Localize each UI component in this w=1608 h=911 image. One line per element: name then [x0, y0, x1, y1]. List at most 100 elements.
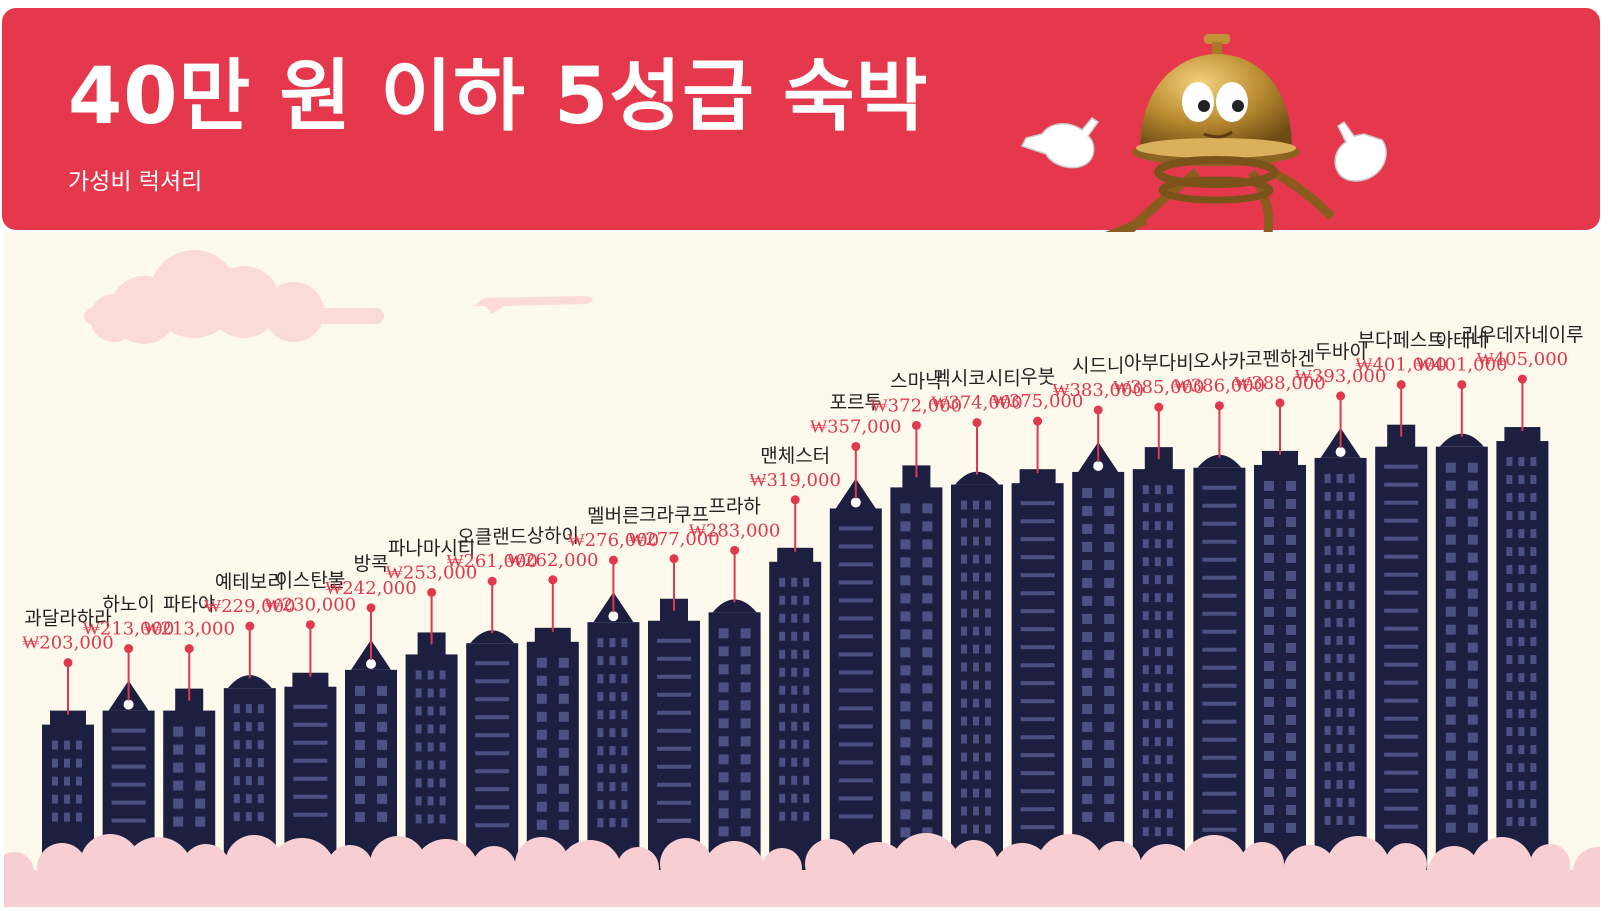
building-window — [1202, 683, 1237, 688]
building-window — [1467, 534, 1478, 545]
building-window — [439, 706, 446, 716]
building-window — [597, 800, 604, 810]
building-window — [1336, 653, 1343, 663]
building-window — [779, 721, 786, 731]
skyscraper-bar — [1193, 454, 1246, 880]
building-window — [1445, 786, 1456, 797]
building-window — [257, 776, 264, 786]
building-window — [1336, 725, 1343, 735]
price-label: ₩372,000 — [871, 395, 962, 416]
building-window — [973, 554, 979, 564]
building-window — [1286, 588, 1296, 599]
building-window — [1286, 678, 1296, 689]
price-label: ₩253,000 — [386, 562, 477, 583]
building-window — [1286, 786, 1296, 797]
building-window — [558, 747, 569, 758]
marker-dot — [911, 420, 921, 430]
skyscraper-bar — [769, 547, 822, 880]
building-roof — [50, 710, 86, 727]
building-window — [1445, 678, 1456, 689]
building-window — [1286, 660, 1296, 671]
marker-dot — [245, 621, 255, 631]
skyscraper-bar — [1314, 427, 1367, 880]
building-window — [922, 809, 933, 820]
building-window — [657, 818, 691, 823]
building-window — [803, 613, 810, 623]
building-window — [973, 518, 979, 528]
building-window — [233, 704, 240, 714]
building-window — [427, 688, 434, 698]
building-window — [1518, 637, 1525, 647]
building-window — [1530, 655, 1537, 665]
building-window — [1324, 509, 1331, 519]
building-window — [900, 755, 911, 766]
building-window — [1336, 563, 1343, 573]
building-window — [1202, 665, 1237, 670]
building-window — [657, 746, 691, 751]
building-window — [257, 740, 264, 750]
building-window — [1506, 475, 1513, 485]
building-window — [740, 718, 751, 729]
building-window — [1154, 593, 1161, 603]
price-label: ₩383,000 — [1052, 380, 1143, 401]
building-window — [233, 812, 240, 822]
building-window — [1142, 503, 1149, 513]
building-window — [961, 824, 967, 834]
building-window — [111, 764, 146, 769]
marker-dot — [305, 620, 315, 630]
building-window — [1530, 745, 1537, 755]
building-window — [1348, 473, 1355, 483]
city-label: 부다페스트 — [1357, 330, 1444, 352]
building-window — [1202, 521, 1237, 526]
building-window — [1348, 743, 1355, 753]
building-window — [922, 719, 933, 730]
building-window — [1506, 601, 1513, 611]
building-window — [1384, 716, 1419, 721]
building-window — [415, 724, 422, 734]
building-window — [838, 580, 873, 585]
building-window — [1445, 624, 1456, 635]
building-window — [779, 739, 786, 749]
price-label: ₩374,000 — [931, 393, 1022, 414]
building-window — [1324, 545, 1331, 555]
building-window — [779, 577, 786, 587]
building-window — [1506, 781, 1513, 791]
building-window — [838, 634, 873, 639]
building-window — [257, 758, 264, 768]
building-window — [1530, 673, 1537, 683]
building-window — [1506, 547, 1513, 557]
building-window — [900, 557, 911, 568]
building-window — [1467, 822, 1478, 833]
building-window — [1467, 588, 1478, 599]
building-window — [1384, 518, 1419, 523]
building-window — [985, 824, 991, 834]
building-window — [609, 800, 616, 810]
building-window — [1467, 516, 1478, 527]
price-label: ₩405,000 — [1477, 349, 1568, 370]
building-window — [1082, 721, 1093, 732]
building-window — [52, 740, 58, 750]
building-window — [1506, 457, 1513, 467]
building-window — [1324, 617, 1331, 627]
building-window — [985, 698, 991, 708]
building-window — [1142, 521, 1149, 531]
building-window — [1104, 487, 1115, 498]
building-window — [1336, 545, 1343, 555]
building-window — [1154, 809, 1161, 819]
price-label: ₩242,000 — [325, 578, 416, 599]
building-window — [791, 793, 798, 803]
building-window — [558, 729, 569, 740]
building-window — [922, 773, 933, 784]
building-window — [293, 704, 328, 709]
building-window — [621, 728, 628, 738]
building-window — [1264, 732, 1274, 743]
building-dome — [1197, 454, 1242, 468]
building-window — [961, 770, 967, 780]
building-window — [597, 638, 604, 648]
building-window — [900, 539, 911, 550]
building-window — [1082, 685, 1093, 696]
building-window — [1154, 629, 1161, 639]
building-window — [1467, 498, 1478, 509]
building-window — [961, 734, 967, 744]
building-window — [900, 827, 911, 838]
